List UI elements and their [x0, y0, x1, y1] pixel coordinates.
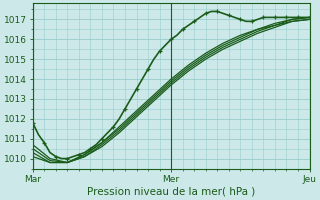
- X-axis label: Pression niveau de la mer( hPa ): Pression niveau de la mer( hPa ): [87, 187, 255, 197]
